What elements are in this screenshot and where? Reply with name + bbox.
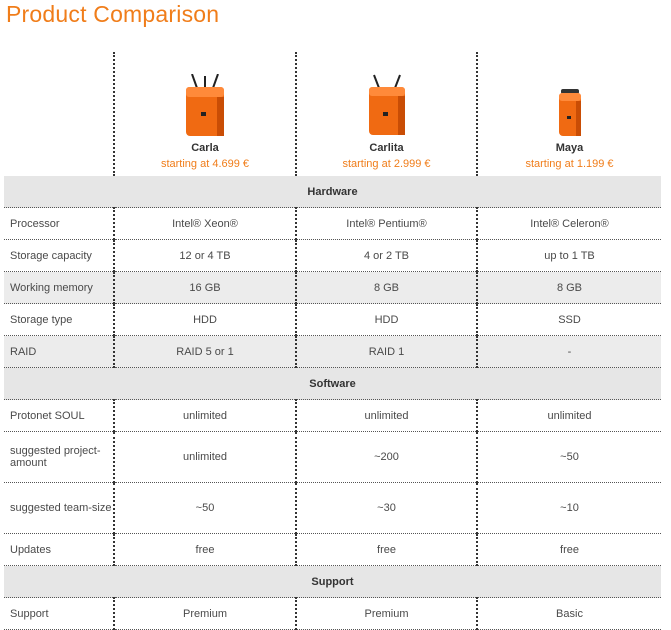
table-row: RAID RAID 5 or 1 RAID 1 -	[4, 335, 661, 368]
orange-server-cube-medium-icon	[368, 74, 405, 135]
row-label: Processor	[4, 207, 114, 240]
row-label: suggested team-size	[4, 482, 114, 534]
section-hardware: Hardware	[4, 176, 661, 208]
cell-value: RAID 1	[295, 335, 477, 368]
cell-value: SSD	[476, 303, 661, 336]
page-title: Product Comparison	[6, 1, 220, 27]
product-price: starting at 1.199 €	[525, 158, 614, 170]
row-label: Protonet SOUL	[4, 399, 114, 432]
cell-value: ~30	[295, 482, 477, 534]
product-header-row: Carla starting at 4.699 € Carlita starti…	[4, 52, 661, 176]
table-row: Storage capacity 12 or 4 TB 4 or 2 TB up…	[4, 239, 661, 272]
cell-value: 4 or 2 TB	[295, 239, 477, 272]
cell-value: Premium	[113, 597, 296, 630]
product-maya: Maya starting at 1.199 €	[476, 52, 661, 176]
cell-value: 16 GB	[113, 271, 296, 304]
table-row: Protonet SOUL unlimited unlimited unlimi…	[4, 399, 661, 432]
cell-value: unlimited	[113, 399, 296, 432]
cell-value: 12 or 4 TB	[113, 239, 296, 272]
product-carla: Carla starting at 4.699 €	[113, 52, 296, 176]
orange-server-cube-large-icon	[186, 74, 224, 136]
row-label: suggested project-amount	[4, 431, 114, 483]
cell-value: free	[476, 533, 661, 566]
section-title: Hardware	[4, 176, 661, 208]
row-label: Updates	[4, 533, 114, 566]
cell-value: Premium	[295, 597, 477, 630]
cell-value: HDD	[113, 303, 296, 336]
cell-value: unlimited	[295, 399, 477, 432]
comparison-table: Carla starting at 4.699 € Carlita starti…	[4, 52, 661, 630]
row-label: Storage capacity	[4, 239, 114, 272]
cell-value: free	[295, 533, 477, 566]
product-carlita: Carlita starting at 2.999 €	[295, 52, 477, 176]
row-label: Working memory	[4, 271, 114, 304]
product-price: starting at 2.999 €	[342, 158, 431, 170]
cell-value: 8 GB	[295, 271, 477, 304]
cell-value: ~200	[295, 431, 477, 483]
cell-value: ~50	[476, 431, 661, 483]
cell-value: -	[476, 335, 661, 368]
table-row: suggested project-amount unlimited ~200 …	[4, 431, 661, 483]
section-support: Support	[4, 565, 661, 598]
cell-value: RAID 5 or 1	[113, 335, 296, 368]
row-label: Storage type	[4, 303, 114, 336]
table-row: Updates free free free	[4, 533, 661, 566]
product-name: Maya	[555, 142, 584, 154]
empty-corner-cell	[4, 52, 114, 176]
table-row: Storage type HDD HDD SSD	[4, 303, 661, 336]
table-row: Processor Intel® Xeon® Intel® Pentium® I…	[4, 207, 661, 240]
cell-value: Basic	[476, 597, 661, 630]
cell-value: Intel® Celeron®	[476, 207, 661, 240]
row-label: RAID	[4, 335, 114, 368]
row-label: Support	[4, 597, 114, 630]
cell-value: unlimited	[476, 399, 661, 432]
table-row: Working memory 16 GB 8 GB 8 GB	[4, 271, 661, 304]
cell-value: 8 GB	[476, 271, 661, 304]
product-name: Carlita	[369, 142, 404, 154]
section-title: Software	[4, 367, 661, 400]
cell-value: Intel® Xeon®	[113, 207, 296, 240]
table-row: suggested team-size ~50 ~30 ~10	[4, 482, 661, 534]
section-title: Support	[4, 565, 661, 598]
cell-value: ~10	[476, 482, 661, 534]
cell-value: unlimited	[113, 431, 296, 483]
product-name: Carla	[191, 142, 219, 154]
orange-server-small-icon	[558, 89, 581, 136]
cell-value: ~50	[113, 482, 296, 534]
cell-value: up to 1 TB	[476, 239, 661, 272]
table-row: Support Premium Premium Basic	[4, 597, 661, 630]
cell-value: Intel® Pentium®	[295, 207, 477, 240]
product-price: starting at 4.699 €	[160, 158, 250, 170]
cell-value: free	[113, 533, 296, 566]
cell-value: HDD	[295, 303, 477, 336]
section-software: Software	[4, 367, 661, 400]
